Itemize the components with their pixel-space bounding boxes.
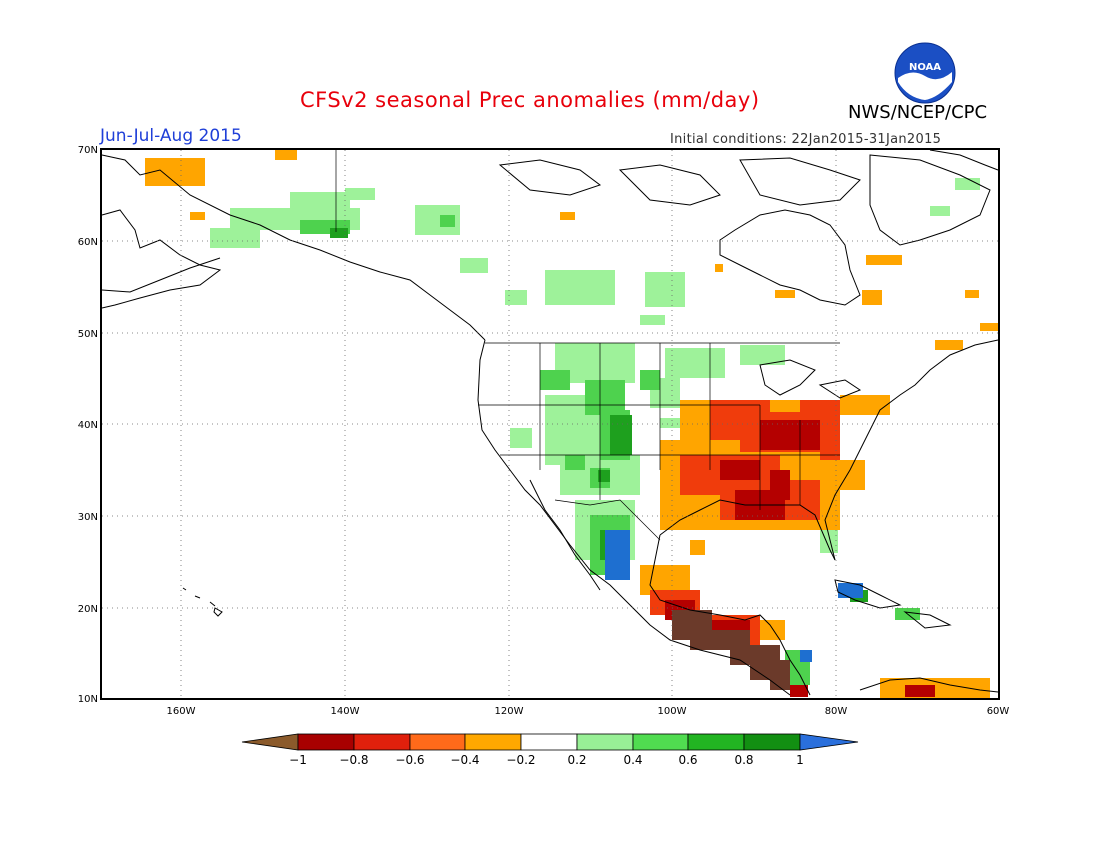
colorbar-segment [520,733,578,751]
colorbar-segment [241,733,299,751]
colorbar-label: −0.4 [450,753,479,767]
colorbar-label: −0.6 [395,753,424,767]
colorbar-segment [687,733,745,751]
colorbar: −1 −0.8 −0.6 −0.4 −0.2 0.2 0.4 0.6 0.8 1 [241,733,859,767]
colorbar-label: −0.8 [339,753,368,767]
coastlines [101,149,999,696]
colorbar-segment [409,733,466,751]
lon-label: 160W [167,706,196,717]
lat-label: 40N [78,420,98,431]
season-period: Jun-Jul-Aug 2015 [100,126,242,146]
chart-title: CFSv2 seasonal Prec anomalies (mm/day) [300,88,760,112]
map-frame [100,148,1000,700]
initial-conditions: Initial conditions: 22Jan2015-31Jan2015 [670,132,942,147]
colorbar-label: 0.4 [623,753,642,767]
lat-label: 30N [78,512,98,523]
lat-label: 20N [78,604,98,615]
latitude-labels: 70N 60N 50N 40N 30N 20N 10N [78,145,98,705]
lon-label: 100W [658,706,687,717]
lon-label: 120W [495,706,524,717]
colorbar-segment [353,733,411,751]
colorbar-segment [464,733,522,751]
colorbar-label: 0.2 [567,753,586,767]
lat-label: 10N [78,694,98,705]
organization-label: NWS/NCEP/CPC [848,102,988,123]
lon-label: 140W [331,706,360,717]
colorbar-segment [576,733,634,751]
colorbar-label: 1 [796,753,804,767]
lat-label: 60N [78,237,98,248]
lon-label: 80W [825,706,848,717]
colorbar-segment [799,733,859,751]
lon-label: 60W [987,706,1010,717]
noaa-logo-text: NOAA [909,62,941,73]
longitude-labels: 160W 140W 120W 100W 80W 60W [167,706,1010,717]
colorbar-label: −1 [289,753,307,767]
noaa-logo: NOAA [894,42,956,104]
colorbar-label: 0.6 [678,753,697,767]
colorbar-segment [632,733,689,751]
colorbar-label: 0.8 [734,753,753,767]
anomaly-shading [145,150,998,698]
political-borders [335,150,840,541]
lat-label: 50N [78,329,98,340]
colorbar-segment [743,733,801,751]
lat-label: 70N [78,145,98,156]
colorbar-label: −0.2 [506,753,535,767]
colorbar-segment [297,733,355,751]
